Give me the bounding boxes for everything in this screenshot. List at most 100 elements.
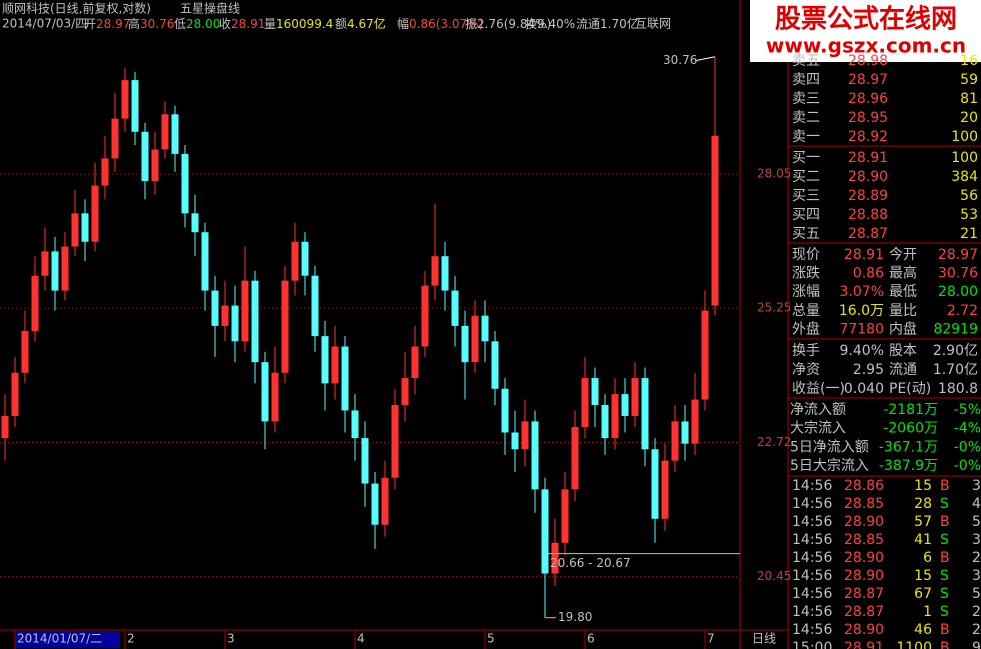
candle-body: [31, 275, 39, 331]
candle-body: [281, 280, 289, 373]
panel-text: 1: [923, 604, 932, 620]
panel-text: S: [940, 532, 949, 548]
panel-text: 6: [923, 550, 932, 566]
panel-text: 5日大宗流入: [790, 458, 869, 474]
header-field: 开28.97: [84, 17, 130, 31]
x-tick-label: 5: [487, 632, 495, 646]
panel-text: 46: [914, 622, 932, 638]
panel-text: 14:56: [792, 550, 832, 566]
panel-text: S: [940, 496, 949, 512]
field-value: 30.76: [140, 17, 174, 31]
field-value: 28.00: [186, 17, 220, 31]
candle-body: [341, 346, 349, 411]
header-field: 额4.67亿: [335, 16, 386, 31]
panel-text: PE(动): [889, 381, 931, 397]
candle-body: [711, 135, 719, 306]
panel-text: 15: [914, 568, 932, 584]
candle-body: [111, 118, 119, 159]
candle-body: [41, 251, 49, 276]
date: 2014/07/03/四: [2, 17, 87, 31]
candle-body: [231, 305, 239, 342]
candle-body: [151, 149, 159, 181]
field-value: 28.91: [231, 17, 265, 31]
panel-text: 28.86: [844, 478, 884, 494]
panel-text: 1100: [896, 640, 932, 649]
panel-text: 净资: [792, 362, 820, 378]
candle-body: [471, 315, 479, 363]
annotation: 30.76: [663, 53, 697, 67]
panel-text: 384: [951, 169, 978, 185]
panel-text: 14:56: [792, 586, 832, 602]
candle-body: [381, 477, 389, 525]
panel-text: 3.07%: [840, 284, 884, 300]
field-value: 1.70亿: [600, 16, 639, 31]
field-label: 换: [525, 17, 537, 31]
candle-body: [101, 158, 109, 186]
panel-text: 14:56: [792, 532, 832, 548]
panel-text: S: [940, 586, 949, 602]
panel-text: 卖三: [792, 91, 820, 107]
candle-body: [401, 378, 409, 405]
field-value: 28.97: [96, 17, 130, 31]
cursor-label-box: [16, 631, 120, 648]
field-label: 振: [465, 17, 477, 31]
panel-text: 收益(一): [792, 381, 845, 397]
candle-body: [551, 542, 559, 574]
panel-text: 外盘: [792, 320, 820, 337]
x-tick-label: 4: [357, 632, 365, 646]
candle-body: [1, 415, 9, 439]
header-field: 流通1.70亿: [576, 16, 639, 31]
candle-body: [81, 213, 89, 242]
candle-body: [451, 290, 459, 326]
candle-body: [181, 153, 189, 214]
candle-body: [391, 404, 399, 478]
panel-text: 28: [914, 496, 932, 512]
panel-text: 21: [960, 226, 978, 242]
panel-text: 28.89: [848, 188, 888, 204]
panel-text: 14:56: [792, 514, 832, 530]
candle-body: [331, 346, 339, 384]
panel-text: 14:56: [792, 604, 832, 620]
panel-text: -0%: [954, 439, 981, 455]
panel-text: 28.97: [848, 72, 888, 88]
x-tick-label: 2: [127, 632, 135, 646]
panel-text: 4: [972, 496, 981, 512]
candle-body: [11, 372, 19, 416]
panel-text: 5: [972, 514, 981, 530]
candle-body: [301, 241, 309, 276]
header-field: 振2.76(9.84%): [465, 17, 551, 31]
panel-text: 0.040: [844, 381, 884, 397]
candle-body: [701, 310, 709, 400]
candle-body: [261, 362, 269, 422]
field-value: 2.76(9.84%): [477, 17, 551, 31]
candle-body: [651, 449, 659, 519]
panel-text: 涨跌: [792, 266, 820, 282]
header-field: 换9.40%: [525, 17, 575, 31]
header-field: 幅0.86(3.07%): [397, 16, 483, 31]
panel-text: 28.91: [844, 247, 884, 263]
panel-text: 56: [960, 188, 978, 204]
panel-text: S: [940, 568, 949, 584]
panel-text: 28.92: [848, 129, 888, 145]
panel-text: 涨幅: [792, 284, 820, 300]
panel-text: 20: [960, 110, 978, 126]
panel-text: 28.90: [844, 568, 884, 584]
candle-body: [521, 421, 529, 450]
panel-text: 59: [960, 72, 978, 88]
candle-body: [311, 275, 319, 337]
panel-text: 16: [960, 53, 978, 69]
panel-text: 3: [972, 532, 981, 548]
panel-text: 41: [914, 532, 932, 548]
candle-body: [611, 394, 619, 439]
candle-body: [51, 251, 59, 291]
candle-body: [241, 280, 249, 342]
field-value: 160099.4: [276, 17, 333, 31]
candle-body: [481, 315, 489, 342]
panel-text: 28.95: [848, 110, 888, 126]
panel-text: 28.90: [844, 514, 884, 530]
panel-text: 内盘: [889, 320, 917, 337]
panel-text: 77180: [839, 321, 884, 337]
panel-text: 28.85: [844, 532, 884, 548]
panel-text: 2: [972, 604, 981, 620]
